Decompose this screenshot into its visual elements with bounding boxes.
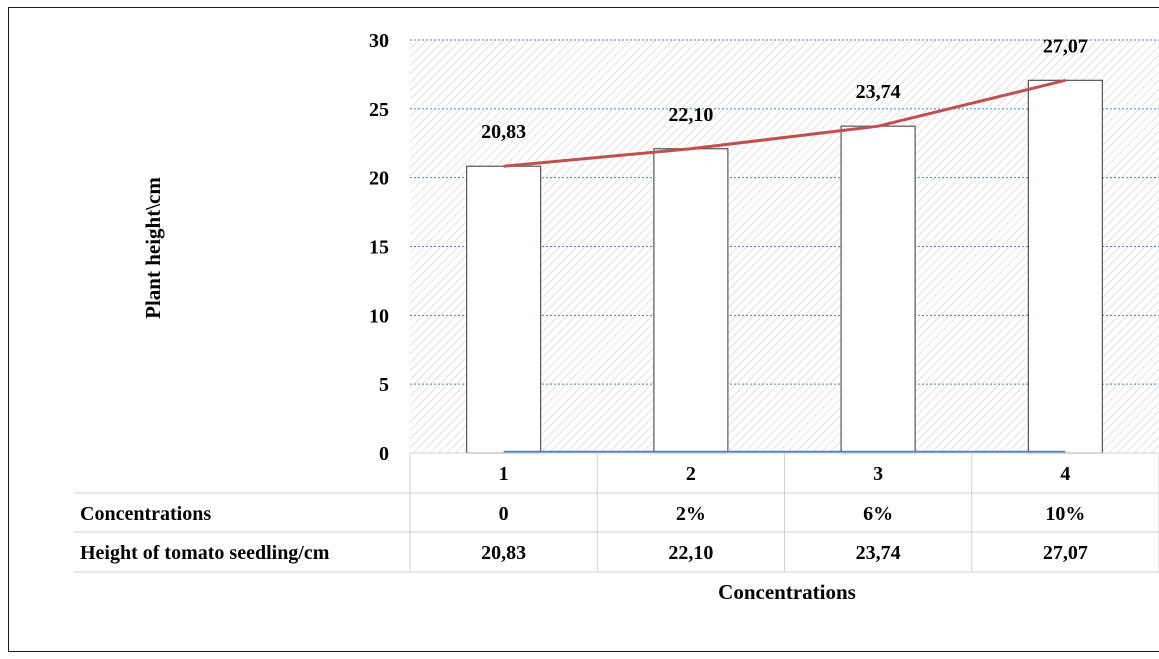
y-tick-label: 30 xyxy=(369,30,389,52)
bar xyxy=(466,165,542,454)
x-tick-label: 1 xyxy=(499,463,509,485)
y-tick-label: 10 xyxy=(369,305,389,327)
y-axis-ticks: 0 5 10 15 20 25 30 xyxy=(369,30,389,465)
bar xyxy=(1027,79,1103,454)
table-row-label: Concentrations xyxy=(80,503,211,525)
table-cell: 0 xyxy=(499,503,509,525)
trend-line xyxy=(503,78,1066,168)
y-tick-label: 5 xyxy=(379,374,389,396)
data-label: 22,10 xyxy=(668,104,713,126)
y-tick-label: 15 xyxy=(369,237,389,259)
bars xyxy=(466,79,1103,454)
bar xyxy=(840,125,916,454)
data-label: 20,83 xyxy=(481,121,526,143)
table-cell: 2% xyxy=(676,503,706,525)
y-axis-title: Plant height\cm xyxy=(141,177,165,319)
data-table: 1 2 3 4 Concentrations 0 2% 6% 10% Height of toma… xyxy=(74,452,1159,573)
series-lines xyxy=(503,78,1066,454)
x-tick-label: 2 xyxy=(686,463,696,485)
x-axis-title: Concentrations xyxy=(718,580,856,604)
y-tick-label: 0 xyxy=(379,443,389,465)
table-cell: 6% xyxy=(863,503,893,525)
table-cell: 10% xyxy=(1045,503,1085,525)
x-tick-label: 4 xyxy=(1060,463,1070,485)
chart-frame xyxy=(8,7,1159,652)
data-label: 23,74 xyxy=(856,81,901,103)
table-cell: 23,74 xyxy=(856,542,901,564)
table-cell: 22,10 xyxy=(668,542,713,564)
data-label: 27,07 xyxy=(1043,35,1088,57)
y-tick-label: 25 xyxy=(369,99,389,121)
bar xyxy=(653,148,729,454)
x-tick-label: 3 xyxy=(873,463,883,485)
table-cell: 20,83 xyxy=(481,542,526,564)
data-labels: 20,83 22,10 23,74 27,07 xyxy=(481,35,1088,143)
table-row-label: Height of tomato seedling/cm xyxy=(80,542,330,564)
y-tick-label: 20 xyxy=(369,168,389,190)
table-cell: 27,07 xyxy=(1043,542,1088,564)
